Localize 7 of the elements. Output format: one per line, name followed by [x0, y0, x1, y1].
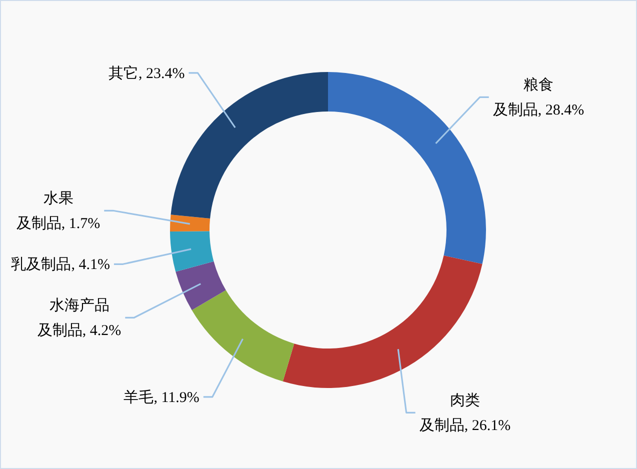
data-label: 粮食及制品, 28.4%: [492, 78, 584, 119]
data-label: 其它, 23.4%: [108, 66, 185, 82]
data-label: 乳及制品, 4.1%: [11, 257, 110, 274]
data-label: 水海产品及制品, 4.2%: [37, 298, 122, 340]
data-label: 羊毛, 11.9%: [124, 390, 200, 406]
data-label: 肉类及制品, 26.1%: [419, 393, 511, 434]
data-label: 水果及制品, 1.7%: [16, 191, 100, 232]
